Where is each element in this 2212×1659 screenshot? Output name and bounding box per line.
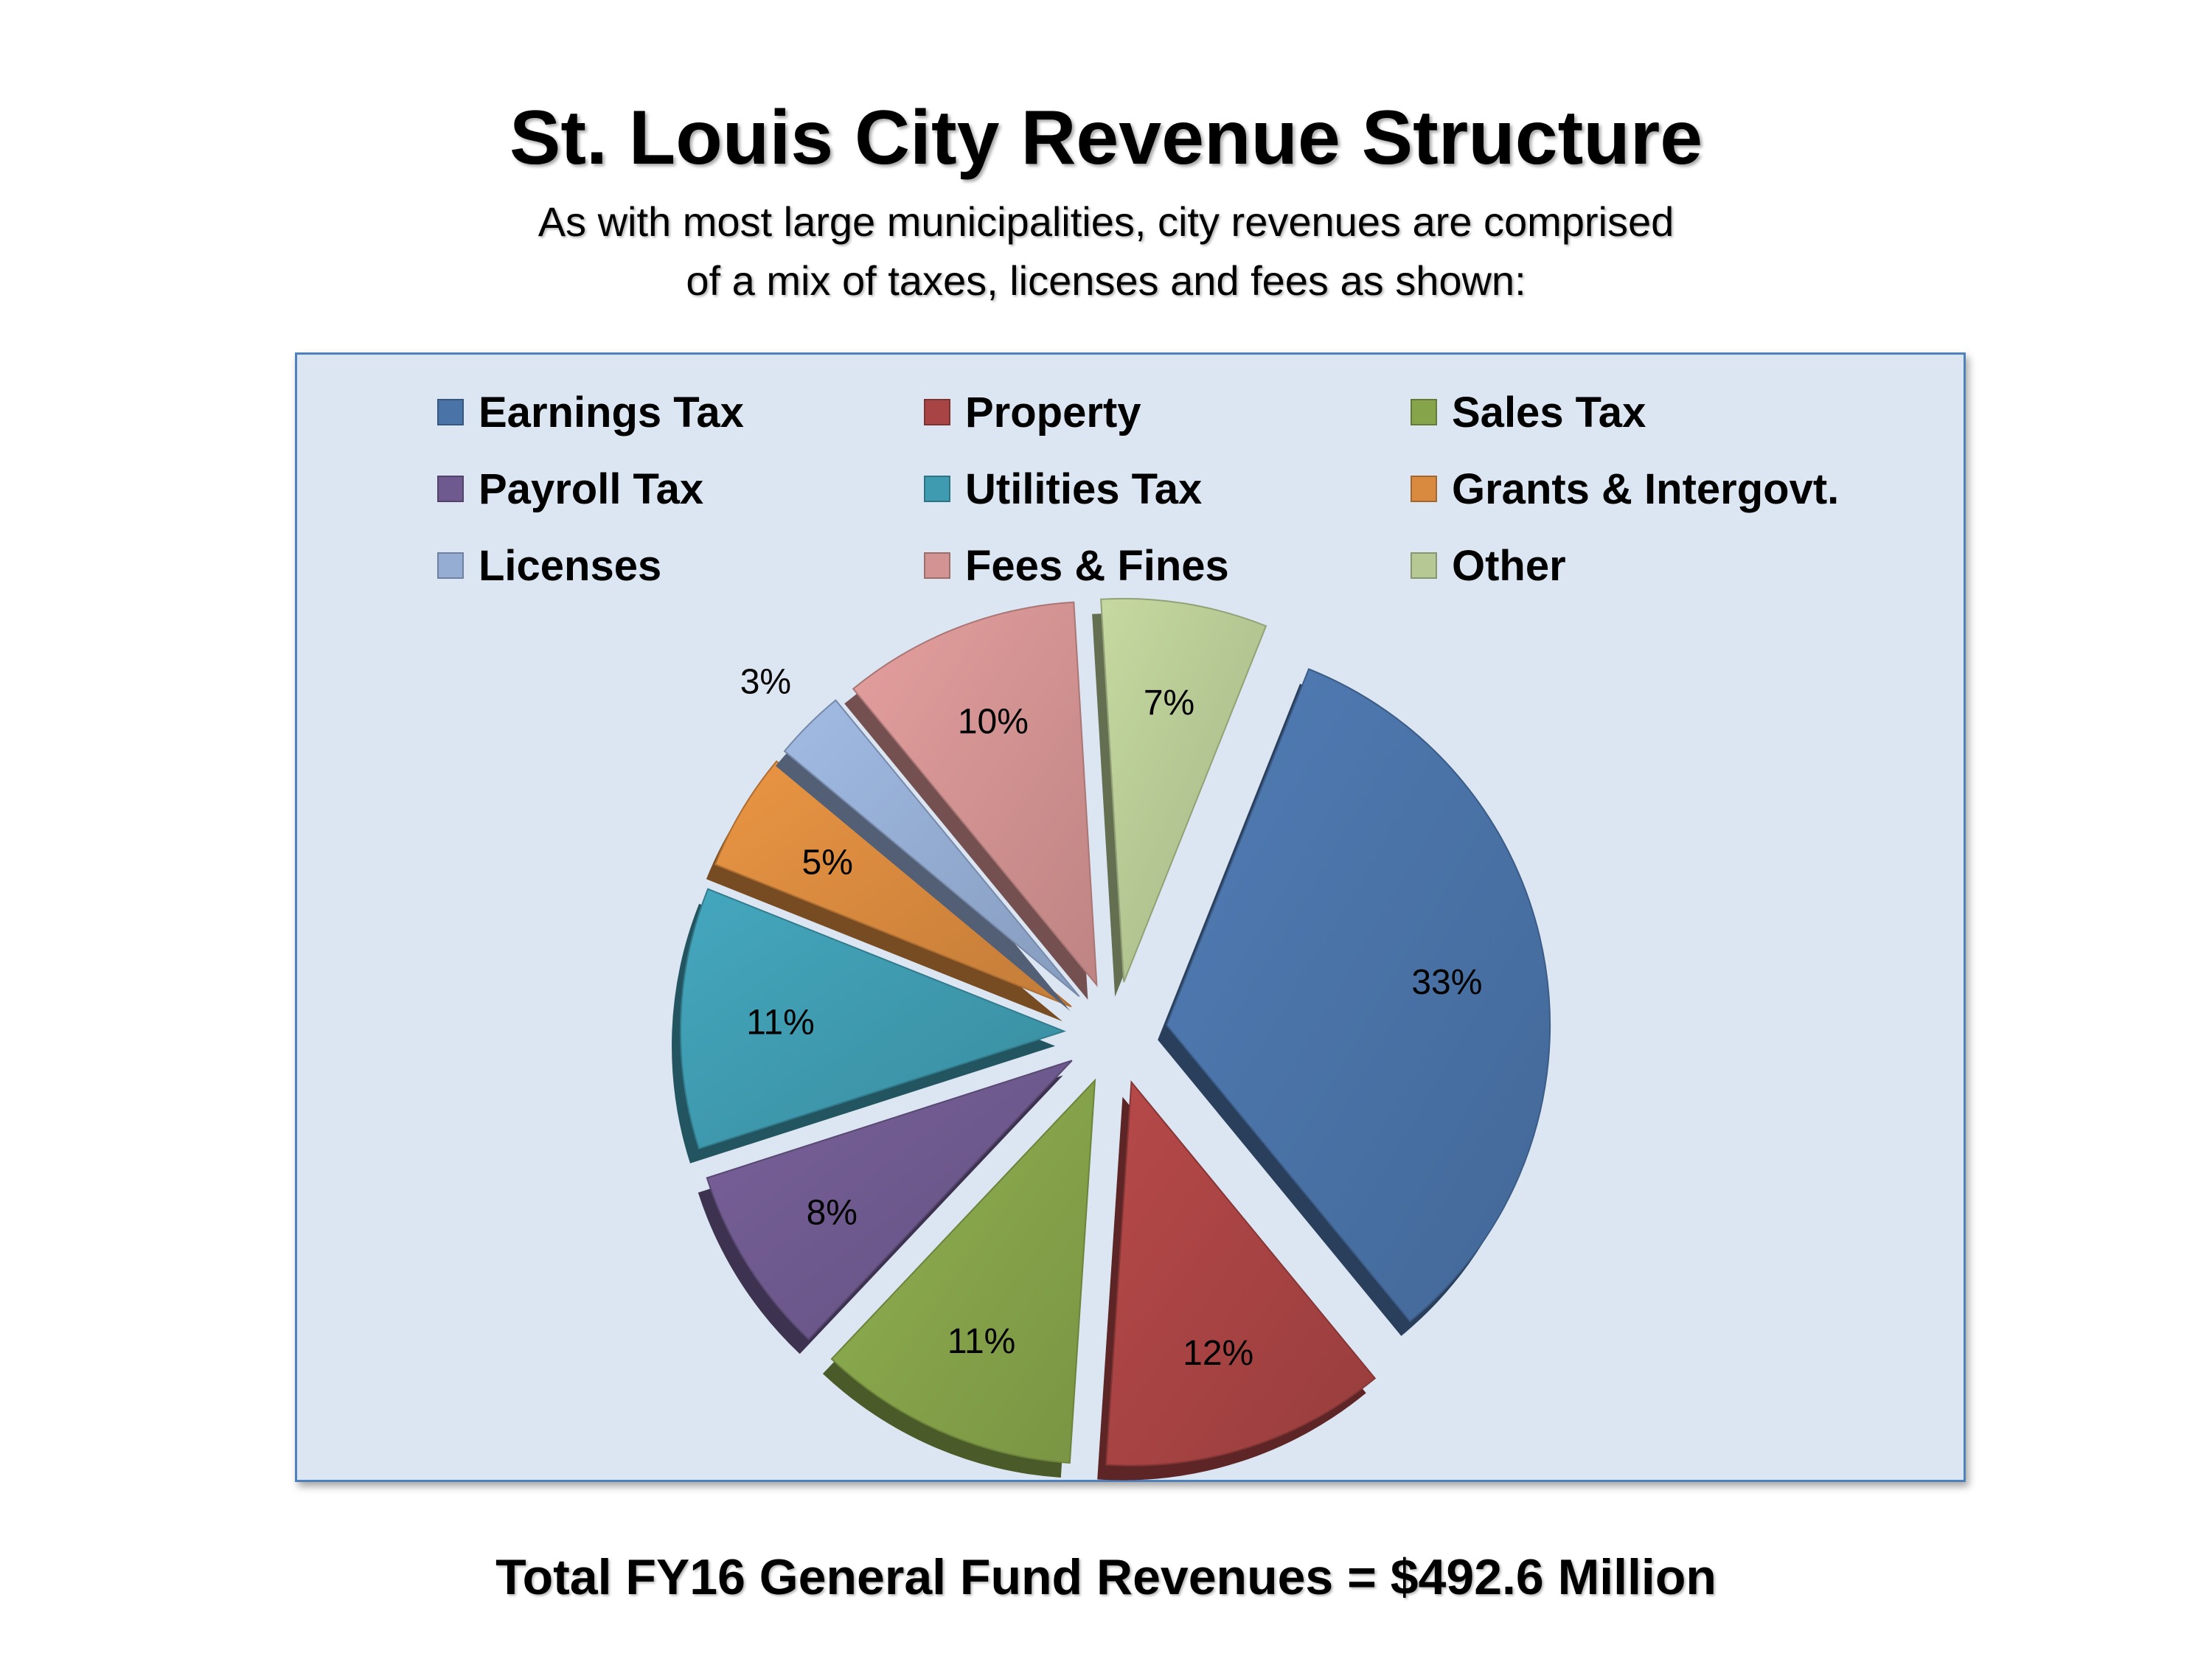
chart-title: St. Louis City Revenue Structure <box>509 95 1703 181</box>
legend-label: Licenses <box>479 541 662 590</box>
pie-slice <box>830 1078 1096 1464</box>
pie-slice <box>680 888 1066 1150</box>
legend-item: Earnings Tax <box>437 383 744 442</box>
pie-slice-label: 8% <box>807 1194 858 1233</box>
legend-item: Grants & Intergovt. <box>1411 459 1839 518</box>
pie-slice-label: 3% <box>740 663 791 702</box>
legend-label: Property <box>965 388 1141 437</box>
pie-slice <box>852 601 1098 987</box>
legend-item: Other <box>1411 536 1566 595</box>
legend-item: Sales Tax <box>1411 383 1646 442</box>
legend-item: Property <box>924 383 1141 442</box>
total-revenue-footer: Total FY16 General Fund Revenues = $492.… <box>495 1549 1717 1605</box>
legend-swatch <box>437 476 464 502</box>
pie-slice <box>783 699 1080 998</box>
pie-slice <box>1105 1080 1377 1467</box>
subtitle-line-2: of a mix of taxes, licenses and fees as … <box>686 257 1526 304</box>
pie-slice-label: 12% <box>1183 1334 1253 1373</box>
legend-label: Earnings Tax <box>479 388 744 437</box>
legend-swatch <box>437 552 464 579</box>
pie-slice-label: 11% <box>947 1322 1016 1361</box>
legend-item: Utilities Tax <box>924 459 1202 518</box>
pie-slice <box>1166 668 1551 1323</box>
legend-label: Fees & Fines <box>965 541 1229 590</box>
legend-swatch <box>924 476 950 502</box>
pie-slice-label: 11% <box>746 1003 815 1042</box>
legend-item: Licenses <box>437 536 661 595</box>
legend-swatch <box>1411 552 1437 579</box>
pie-slice-label: 7% <box>1144 684 1194 723</box>
legend-swatch <box>924 399 950 425</box>
subtitle-line-1: As with most large municipalities, city … <box>538 198 1674 245</box>
legend-swatch <box>1411 399 1437 425</box>
legend-label: Other <box>1452 541 1566 590</box>
pie-chart: 33% 12% 11% 8% 11% 5% 3% 10% 7% <box>672 597 1551 1481</box>
legend-swatch <box>437 399 464 425</box>
pie-slice <box>706 1060 1073 1340</box>
pie-slice-label: 33% <box>1411 963 1482 1002</box>
legend-item: Payroll Tax <box>437 459 703 518</box>
legend-label: Utilities Tax <box>965 465 1203 513</box>
pie-slice-label: 10% <box>958 703 1029 742</box>
legend-swatch <box>924 552 950 579</box>
legend-label: Sales Tax <box>1452 388 1646 437</box>
legend-label: Payroll Tax <box>479 465 704 513</box>
legend-item: Fees & Fines <box>924 536 1229 595</box>
chart-panel: Earnings Tax Property Sales Tax Payroll Tax… <box>295 352 1966 1482</box>
pie-slice <box>714 760 1072 1008</box>
legend-swatch <box>1411 476 1437 502</box>
pie-slice-label: 5% <box>802 843 853 882</box>
legend-label: Grants & Intergovt. <box>1452 465 1840 513</box>
pie-slice <box>1100 597 1267 983</box>
